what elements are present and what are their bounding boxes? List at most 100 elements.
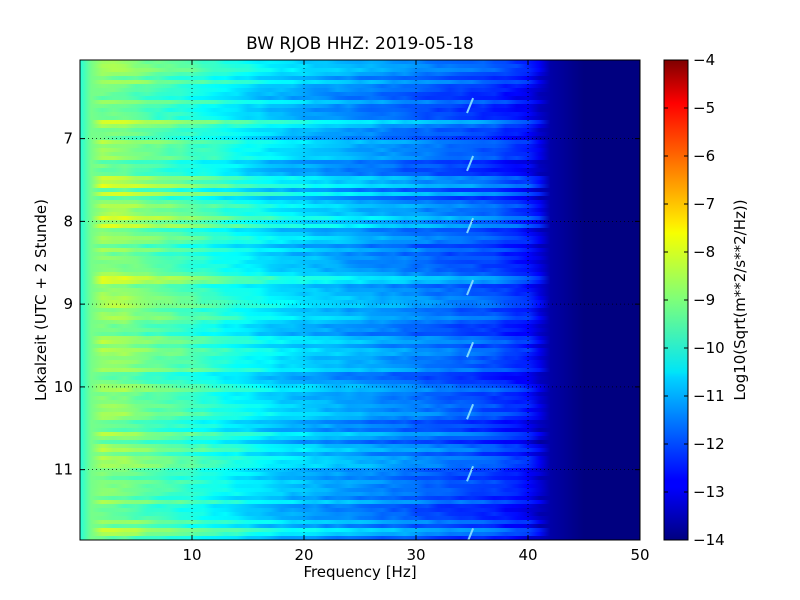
spectrogram-row (80, 448, 640, 453)
colorbar-tick-label: −8 (693, 243, 715, 261)
spectrogram-row (80, 340, 640, 345)
feature-mark (466, 155, 475, 172)
spectrogram-row (80, 440, 640, 445)
spectrogram-row (80, 96, 640, 101)
spectrogram-row (80, 176, 640, 181)
spectrogram-row (80, 388, 640, 393)
spectrogram-row (80, 72, 640, 77)
spectrogram-row (80, 360, 640, 365)
spectrogram-row (80, 168, 640, 173)
y-tick-label: 11 (54, 461, 73, 479)
spectrogram-row (80, 364, 640, 369)
spectrogram-row (80, 508, 640, 513)
y-tick-label: 9 (63, 295, 73, 313)
spectrogram-row (80, 248, 640, 253)
spectrogram-row (80, 428, 640, 433)
spectrogram-row (80, 392, 640, 397)
spectrogram-row (80, 420, 640, 425)
spectrogram-row (80, 240, 640, 245)
spectrogram-row (80, 100, 640, 105)
spectrogram-row (80, 480, 640, 485)
spectrogram-row (80, 196, 640, 201)
colorbar-ticks: −4 −5 −6 −7 −8 −9 −10 −11 −12 −13 −14 (664, 51, 725, 549)
spectrogram-row (80, 308, 640, 313)
spectrogram-row (80, 476, 640, 481)
colorbar-tick-label: −9 (693, 291, 715, 309)
spectrogram-row (80, 316, 640, 321)
spectrogram-row (80, 160, 640, 165)
spectrogram-row (80, 132, 640, 137)
spectrogram-row (80, 228, 640, 233)
spectrogram-row (80, 288, 640, 293)
spectrogram-row (80, 92, 640, 97)
spectrogram-row (80, 84, 640, 89)
spectrogram-row (80, 220, 640, 225)
spectrogram-row (80, 192, 640, 197)
spectrogram-row (80, 444, 640, 449)
x-tick-label: 30 (406, 546, 425, 564)
spectrogram-row (80, 172, 640, 177)
spectrogram-row (80, 292, 640, 297)
spectrogram-row (80, 144, 640, 149)
spectrogram-row (80, 148, 640, 153)
chart-title: BW RJOB HHZ: 2019-05-18 (246, 34, 474, 54)
spectrogram-row (80, 184, 640, 189)
spectrogram-row (80, 216, 640, 221)
feature-mark (466, 279, 475, 296)
x-axis-label: Frequency [Hz] (303, 563, 416, 581)
spectrogram-row (80, 500, 640, 505)
grid-lines (80, 60, 640, 540)
spectrogram-row (80, 336, 640, 341)
spectrogram-row (80, 320, 640, 325)
spectrogram-row (80, 452, 640, 457)
spectrogram-row (80, 468, 640, 473)
spectrogram-row (80, 492, 640, 497)
y-tick-label: 10 (54, 378, 73, 396)
spectrogram-row (80, 368, 640, 373)
spectrogram-row (80, 432, 640, 437)
colorbar-tick-label: −13 (693, 483, 725, 501)
colorbar-tick-label: −11 (693, 387, 725, 405)
spectrogram-row (80, 280, 640, 285)
x-tick-label: 10 (182, 546, 201, 564)
spectrogram-row (80, 460, 640, 465)
spectrogram-row (80, 88, 640, 93)
narrowband-feature (466, 97, 475, 540)
spectrogram-row (80, 284, 640, 289)
spectrogram-row (80, 304, 640, 309)
spectrogram-row (80, 376, 640, 381)
spectrogram-row (80, 244, 640, 249)
spectrogram-row (80, 312, 640, 317)
spectrogram-row (80, 68, 640, 73)
spectrogram-row (80, 512, 640, 517)
spectrogram-row (80, 396, 640, 401)
colorbar-tick-label: −10 (693, 339, 725, 357)
spectrogram-row (80, 344, 640, 349)
spectrogram-row (80, 528, 640, 533)
spectrogram-row (80, 416, 640, 421)
spectrogram-row (80, 208, 640, 213)
spectrogram-row (80, 236, 640, 241)
spectrogram-row (80, 260, 640, 265)
feature-mark (466, 217, 475, 234)
spectrogram-row (80, 60, 640, 65)
spectrogram-row (80, 524, 640, 529)
spectrogram-row (80, 76, 640, 81)
spectrogram-row (80, 212, 640, 217)
spectrogram-row (80, 296, 640, 301)
spectrogram-row (80, 536, 640, 540)
feature-mark (466, 97, 475, 114)
spectrogram-row (80, 224, 640, 229)
spectrogram-row (80, 64, 640, 69)
spectrogram-row (80, 276, 640, 281)
spectrogram-row (80, 356, 640, 361)
spectrogram-row (80, 464, 640, 469)
spectrogram-row (80, 472, 640, 477)
y-axis-label: Lokalzeit (UTC + 2 Stunde) (32, 199, 50, 401)
spectrogram-row (80, 352, 640, 357)
plot-area (80, 60, 640, 540)
spectrogram-row (80, 332, 640, 337)
spectrogram-row (80, 264, 640, 269)
spectrogram-row (80, 112, 640, 117)
